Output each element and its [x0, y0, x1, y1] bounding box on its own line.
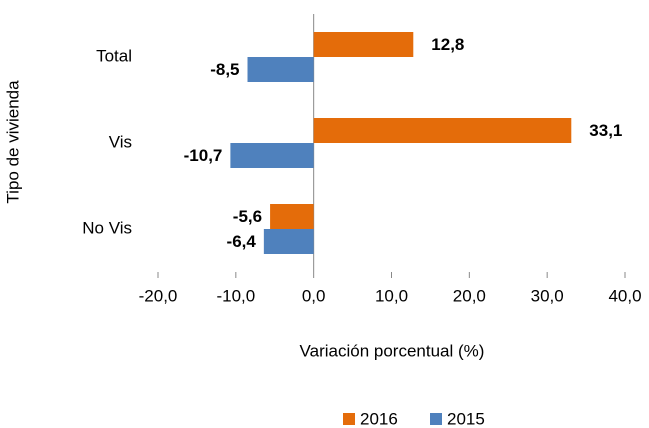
legend-swatch — [343, 413, 355, 425]
bar — [247, 57, 314, 82]
y-tick-label: Total — [96, 46, 132, 65]
legend-label: 2015 — [447, 409, 485, 428]
x-tick-label: -10,0 — [216, 286, 255, 305]
x-tick-label: 0,0 — [302, 286, 326, 305]
legend-swatch — [430, 413, 442, 425]
y-axis-label: Tipo de vivienda — [3, 80, 22, 204]
bar — [230, 143, 314, 168]
x-tick-label: 10,0 — [375, 286, 408, 305]
x-tick-label: 40,0 — [608, 286, 641, 305]
x-axis-label: Variación porcentual (%) — [300, 341, 485, 360]
value-label: -8,5 — [210, 60, 239, 79]
value-label: -6,4 — [227, 232, 257, 251]
value-label: 33,1 — [589, 121, 622, 140]
x-tick-label: 30,0 — [531, 286, 564, 305]
x-tick-label: -20,0 — [139, 286, 178, 305]
bar — [313, 32, 414, 57]
bar — [270, 204, 314, 229]
y-tick-label: Vis — [109, 132, 132, 151]
bar — [313, 118, 572, 143]
y-tick-label: No Vis — [82, 218, 132, 237]
legend-label: 2016 — [360, 409, 398, 428]
value-label: -10,7 — [184, 146, 223, 165]
value-label: 12,8 — [431, 35, 464, 54]
x-tick-label: 20,0 — [453, 286, 486, 305]
value-label: -5,6 — [233, 207, 262, 226]
bar — [263, 229, 314, 254]
